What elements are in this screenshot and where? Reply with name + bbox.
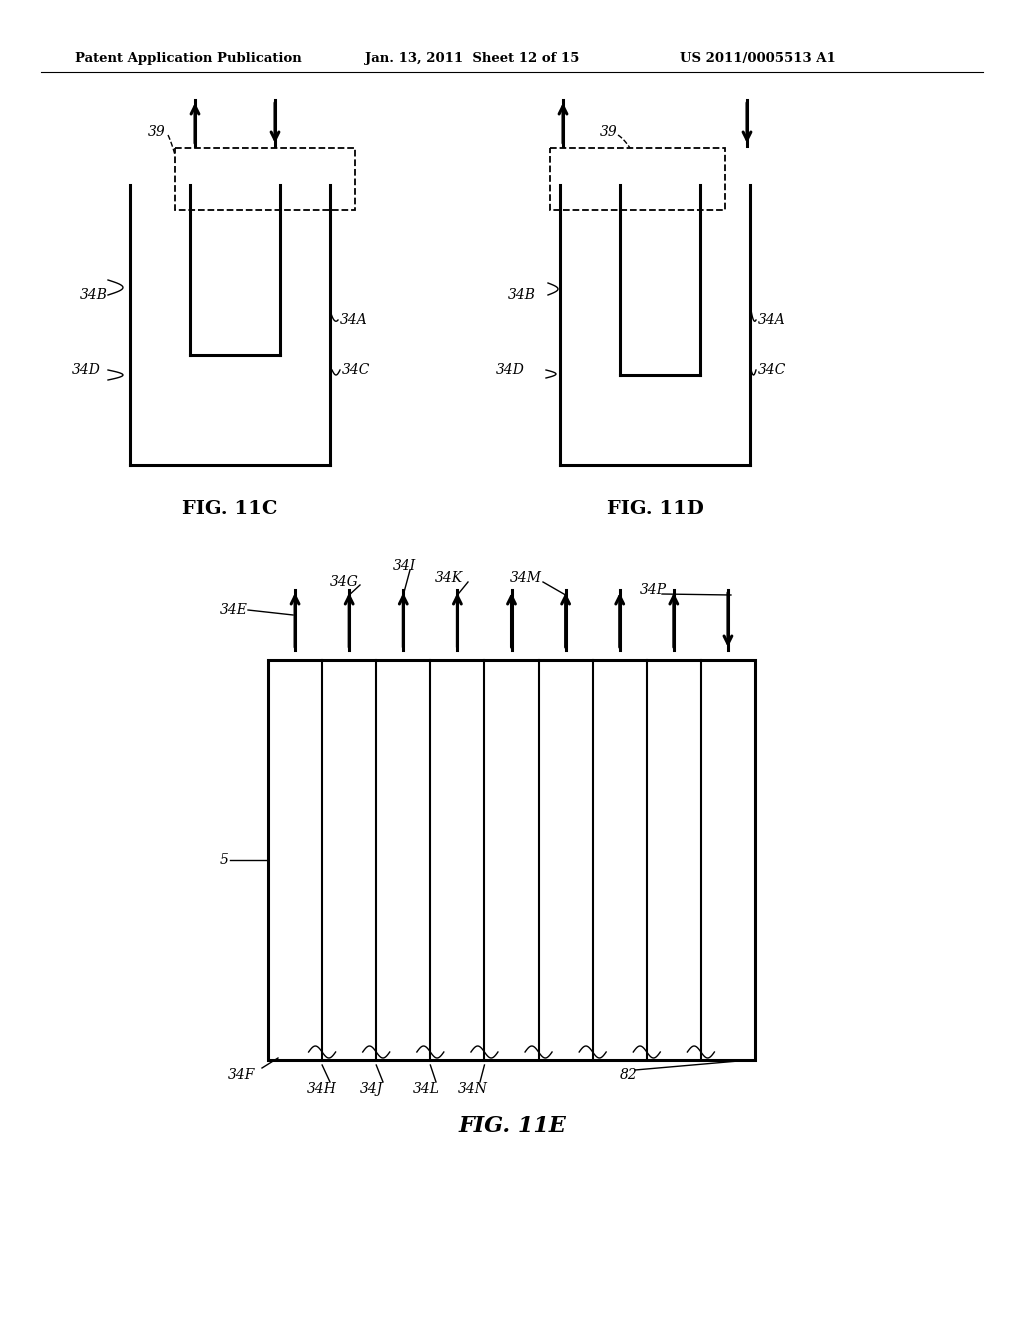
Text: 34N: 34N <box>458 1082 487 1096</box>
Text: 34C: 34C <box>342 363 371 378</box>
Text: 34A: 34A <box>758 313 785 327</box>
Text: 34K: 34K <box>435 572 463 585</box>
Text: 34H: 34H <box>307 1082 337 1096</box>
Text: 34A: 34A <box>340 313 368 327</box>
Text: 34B: 34B <box>80 288 108 302</box>
Text: 5: 5 <box>220 853 229 867</box>
Text: 34D: 34D <box>496 363 525 378</box>
Text: US 2011/0005513 A1: US 2011/0005513 A1 <box>680 51 836 65</box>
Text: 34G: 34G <box>330 576 358 589</box>
Bar <box>268 660 755 1060</box>
Text: 34I: 34I <box>393 558 416 573</box>
Text: FIG. 11D: FIG. 11D <box>606 500 703 517</box>
Text: Jan. 13, 2011  Sheet 12 of 15: Jan. 13, 2011 Sheet 12 of 15 <box>365 51 580 65</box>
Text: 34E: 34E <box>220 603 248 616</box>
Text: 34L: 34L <box>413 1082 440 1096</box>
Text: 34F: 34F <box>228 1068 255 1082</box>
Text: 34M: 34M <box>510 572 542 585</box>
Text: 39: 39 <box>148 125 166 139</box>
Text: FIG. 11E: FIG. 11E <box>458 1115 566 1137</box>
Text: FIG. 11C: FIG. 11C <box>182 500 278 517</box>
Text: Patent Application Publication: Patent Application Publication <box>75 51 302 65</box>
Text: 34P: 34P <box>640 583 667 597</box>
Text: 34B: 34B <box>508 288 536 302</box>
Text: 39: 39 <box>600 125 617 139</box>
Text: 34D: 34D <box>72 363 101 378</box>
Text: 34J: 34J <box>360 1082 383 1096</box>
Text: 34C: 34C <box>758 363 786 378</box>
Text: 82: 82 <box>620 1068 638 1082</box>
